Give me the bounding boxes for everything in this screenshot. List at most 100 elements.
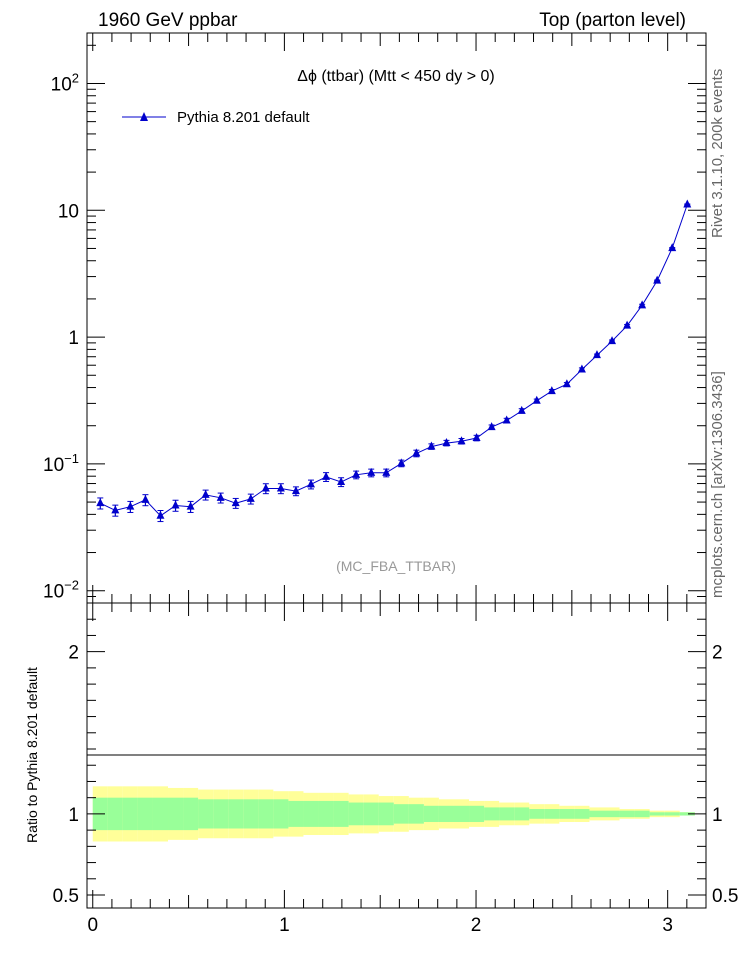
x-tick-label: 1 (279, 915, 290, 936)
ratio-band-inner (499, 807, 515, 821)
data-point (532, 395, 541, 404)
ratio-band-inner (604, 810, 620, 818)
ratio-bands (92, 786, 695, 842)
data-point (367, 467, 376, 476)
data-point (472, 433, 481, 442)
data-point (291, 486, 300, 495)
data-point (111, 505, 120, 514)
data-point (171, 500, 180, 509)
ratio-band-inner (664, 812, 680, 816)
ratio-y-tick-label: 2 (68, 643, 79, 664)
ratio-band-inner (333, 800, 349, 827)
ratio-band-inner (393, 804, 409, 824)
ratio-y-tick-label-right: 2 (712, 643, 723, 664)
ratio-band-inner (544, 809, 560, 819)
data-point (276, 483, 285, 492)
legend: Pythia 8.201 default (122, 109, 310, 126)
ratio-band-inner (649, 812, 665, 816)
ratio-y-tick-label-right: 1 (712, 805, 723, 826)
data-point (517, 405, 526, 414)
y-tick-label: 1 (68, 328, 79, 349)
data-point (668, 243, 677, 252)
ratio-band-inner (559, 809, 575, 819)
ratio-band-inner (198, 799, 214, 829)
ratio-band-inner (378, 802, 394, 826)
ratio-band-inner (258, 799, 274, 829)
data-point (322, 471, 331, 480)
data-point (126, 501, 135, 510)
ratio-y-tick-label: 0.5 (53, 886, 79, 907)
ratio-band-inner (137, 797, 153, 831)
data-point (653, 275, 662, 284)
ratio-band-inner (514, 807, 530, 821)
ratio-y-tick-label: 1 (68, 805, 79, 826)
data-point (608, 336, 617, 345)
data-point (141, 494, 150, 503)
ratio-band-inner (318, 800, 334, 827)
ratio-band-inner (574, 809, 590, 819)
ratio-band-inner (469, 805, 485, 823)
data-point (382, 467, 391, 476)
ratio-band-inner (288, 800, 304, 827)
ratio-band-inner (107, 797, 123, 831)
data-point (337, 476, 346, 485)
ratio-band-inner (619, 810, 635, 818)
ratio-band-inner (122, 797, 138, 831)
ratio-band-inner (348, 802, 364, 826)
ratio-ylabel: Ratio to Pythia 8.201 default (24, 667, 40, 843)
data-point (577, 364, 586, 373)
data-point (562, 379, 571, 388)
header-right: Top (parton level) (539, 10, 686, 31)
data-point (623, 320, 632, 329)
mcplots-label: mcplots.cern.ch [arXiv:1306.3436] (709, 371, 726, 598)
data-point (186, 501, 195, 510)
data-point (231, 498, 240, 507)
data-point (306, 479, 315, 488)
data-point (352, 469, 361, 478)
ratio-axes: 0 1 2 3 0.5 0.5 1 1 2 2 (53, 603, 738, 936)
data-point (487, 422, 496, 431)
ratio-band-inner (183, 797, 199, 831)
header-left: 1960 GeV ppbar (98, 10, 238, 31)
data-point (592, 350, 601, 359)
ratio-band-inner (408, 804, 424, 824)
rivet-label: Rivet 3.1.10, 200k events (709, 69, 726, 238)
data-point (96, 498, 105, 507)
ratio-band-inner (529, 809, 545, 819)
ratio-band-inner (168, 797, 184, 831)
series-line (100, 204, 688, 517)
ratio-band-inner (363, 802, 379, 826)
data-point (412, 448, 421, 457)
ratio-band-inner (423, 805, 439, 823)
data-point (397, 458, 406, 467)
y-tick-label: 10 (58, 201, 79, 222)
data-point (246, 493, 255, 502)
ratio-band-inner (213, 799, 229, 829)
x-tick-label: 2 (471, 915, 482, 936)
data-point (427, 441, 436, 450)
ratio-frame (86, 602, 707, 909)
ratio-panel: 0 1 2 3 0.5 0.5 1 1 2 2 Ratio to Pythia 8.201 def… (24, 602, 738, 936)
watermark: (MC_FBA_TTBAR) (336, 558, 456, 574)
series-group (96, 199, 692, 523)
ratio-band-inner (303, 800, 319, 827)
legend-marker (140, 112, 148, 121)
y-tick-label: 10−2 (43, 578, 79, 603)
ratio-band-inner (484, 807, 500, 821)
ratio-band-inner (679, 812, 695, 816)
ratio-band-inner (243, 799, 259, 829)
data-point (547, 386, 556, 395)
x-tick-label: 3 (662, 915, 673, 936)
main-panel: 10−2 10−1 1 10 102 Δϕ (ttbar) (Mtt < 450 dy … (43, 32, 707, 604)
data-point (261, 483, 270, 492)
x-tick-label: 0 (87, 915, 98, 936)
ratio-band-inner (453, 805, 470, 823)
ratio-band-inner (273, 799, 289, 829)
data-point (156, 510, 165, 519)
ratio-band-inner (438, 805, 454, 823)
y-tick-label: 102 (51, 70, 79, 95)
chart-title: Δϕ (ttbar) (Mtt < 450 dy > 0) (297, 68, 495, 85)
ratio-band-inner (634, 810, 650, 818)
data-point (216, 492, 225, 501)
